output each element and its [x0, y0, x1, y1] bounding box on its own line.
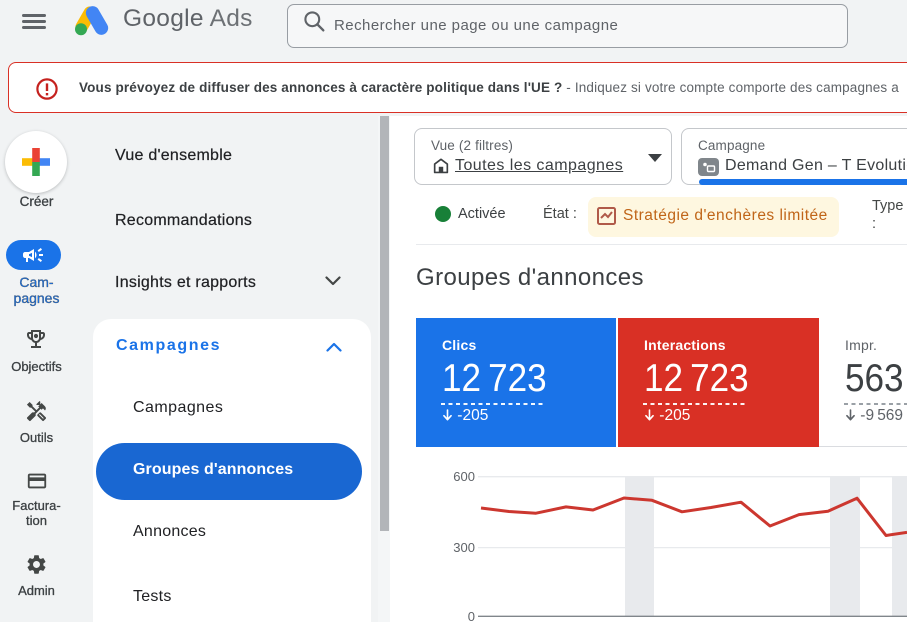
svg-text:300: 300	[453, 540, 475, 555]
svg-text:0: 0	[468, 609, 475, 622]
svg-text:600: 600	[453, 469, 475, 484]
